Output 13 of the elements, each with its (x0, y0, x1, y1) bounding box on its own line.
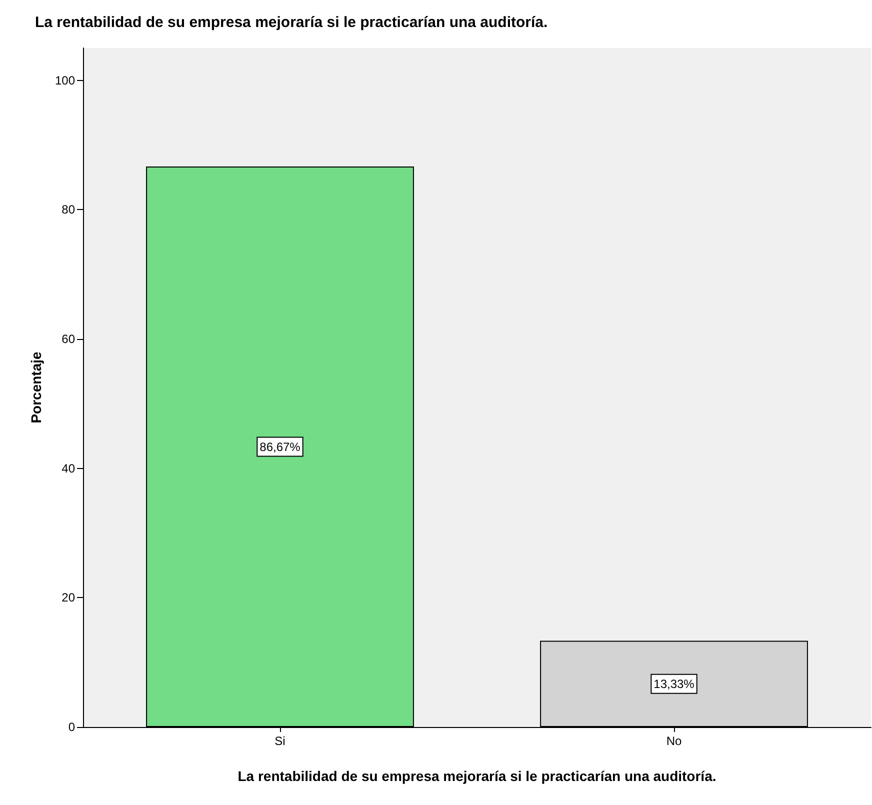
y-tick-label: 40 (62, 461, 76, 476)
y-tick-label: 100 (54, 73, 76, 88)
data-label: 86,67% (260, 440, 301, 454)
y-tick-label: 0 (68, 720, 76, 734)
y-tick-label: 80 (62, 202, 76, 217)
x-axis-title: La rentabilidad de su empresa mejoraría si le practicarían una auditoría. (238, 768, 716, 784)
x-tick-label: Si (274, 734, 286, 748)
x-tick-label: No (666, 734, 682, 748)
y-tick-label: 60 (62, 332, 76, 346)
y-axis-title: Porcentaje (28, 351, 44, 424)
y-tick-label: 20 (62, 590, 76, 605)
chart-title: La rentabilidad de su empresa mejoraría si le practicarían una auditoría. (35, 14, 548, 31)
data-label: 13,33% (654, 676, 695, 691)
